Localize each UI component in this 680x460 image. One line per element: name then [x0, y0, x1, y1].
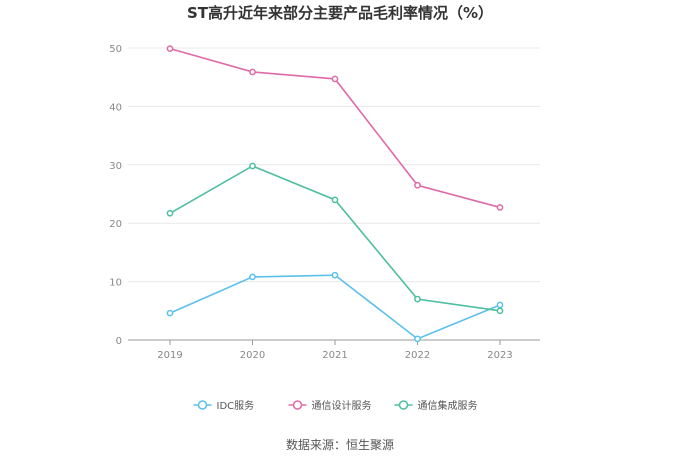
data-point	[166, 309, 174, 317]
data-point	[414, 181, 421, 189]
data-point	[331, 196, 339, 204]
data-point	[166, 45, 174, 52]
data-point	[249, 68, 256, 76]
y-tick-label: 40	[109, 102, 122, 113]
legend-label: 通信设计服务	[312, 399, 372, 412]
legend-marker	[292, 400, 303, 410]
data-point	[166, 209, 174, 217]
y-tick-label: 20	[109, 219, 122, 230]
x-tick-label: 2022	[405, 350, 430, 361]
data-point	[414, 295, 421, 303]
data-point	[496, 204, 504, 211]
x-tick-label: 2020	[240, 350, 265, 361]
series-line	[169, 47, 501, 209]
data-point	[496, 301, 504, 309]
data-point	[414, 335, 421, 343]
legend-marker	[398, 400, 409, 410]
data-point	[331, 75, 339, 83]
legend-label: 通信集成服务	[418, 399, 478, 412]
series-line	[169, 274, 501, 340]
x-tick-label: 2021	[322, 350, 347, 361]
legend-label: IDC服务	[217, 399, 255, 412]
series-line	[169, 165, 501, 312]
y-tick-label: 0	[116, 336, 122, 347]
data-point	[331, 271, 339, 279]
chart-title: ST高升近年来部分主要产品毛利率情况（%）	[186, 4, 494, 22]
y-tick-label: 10	[109, 278, 122, 289]
x-tick-label: 2023	[487, 350, 512, 361]
data-point	[249, 273, 256, 281]
data-point	[249, 162, 256, 170]
data-point	[496, 307, 504, 315]
x-tick-label: 2019	[157, 350, 182, 361]
y-tick-label: 50	[109, 44, 122, 55]
legend-marker	[197, 400, 208, 410]
data-source: 数据来源：恒生聚源	[285, 438, 394, 452]
y-tick-label: 30	[109, 161, 122, 172]
